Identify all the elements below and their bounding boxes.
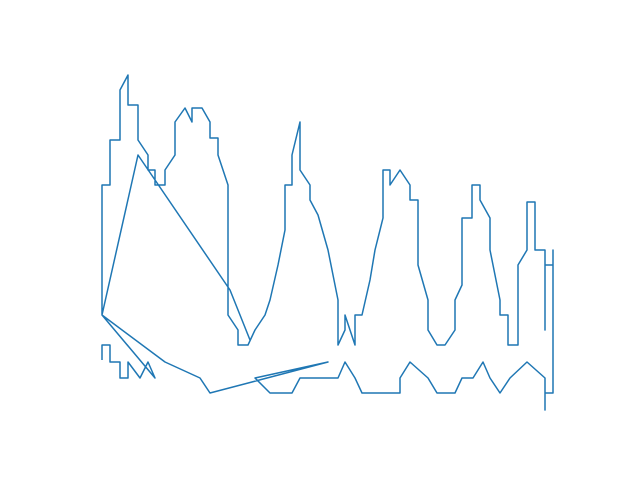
data-line — [101, 74, 554, 411]
